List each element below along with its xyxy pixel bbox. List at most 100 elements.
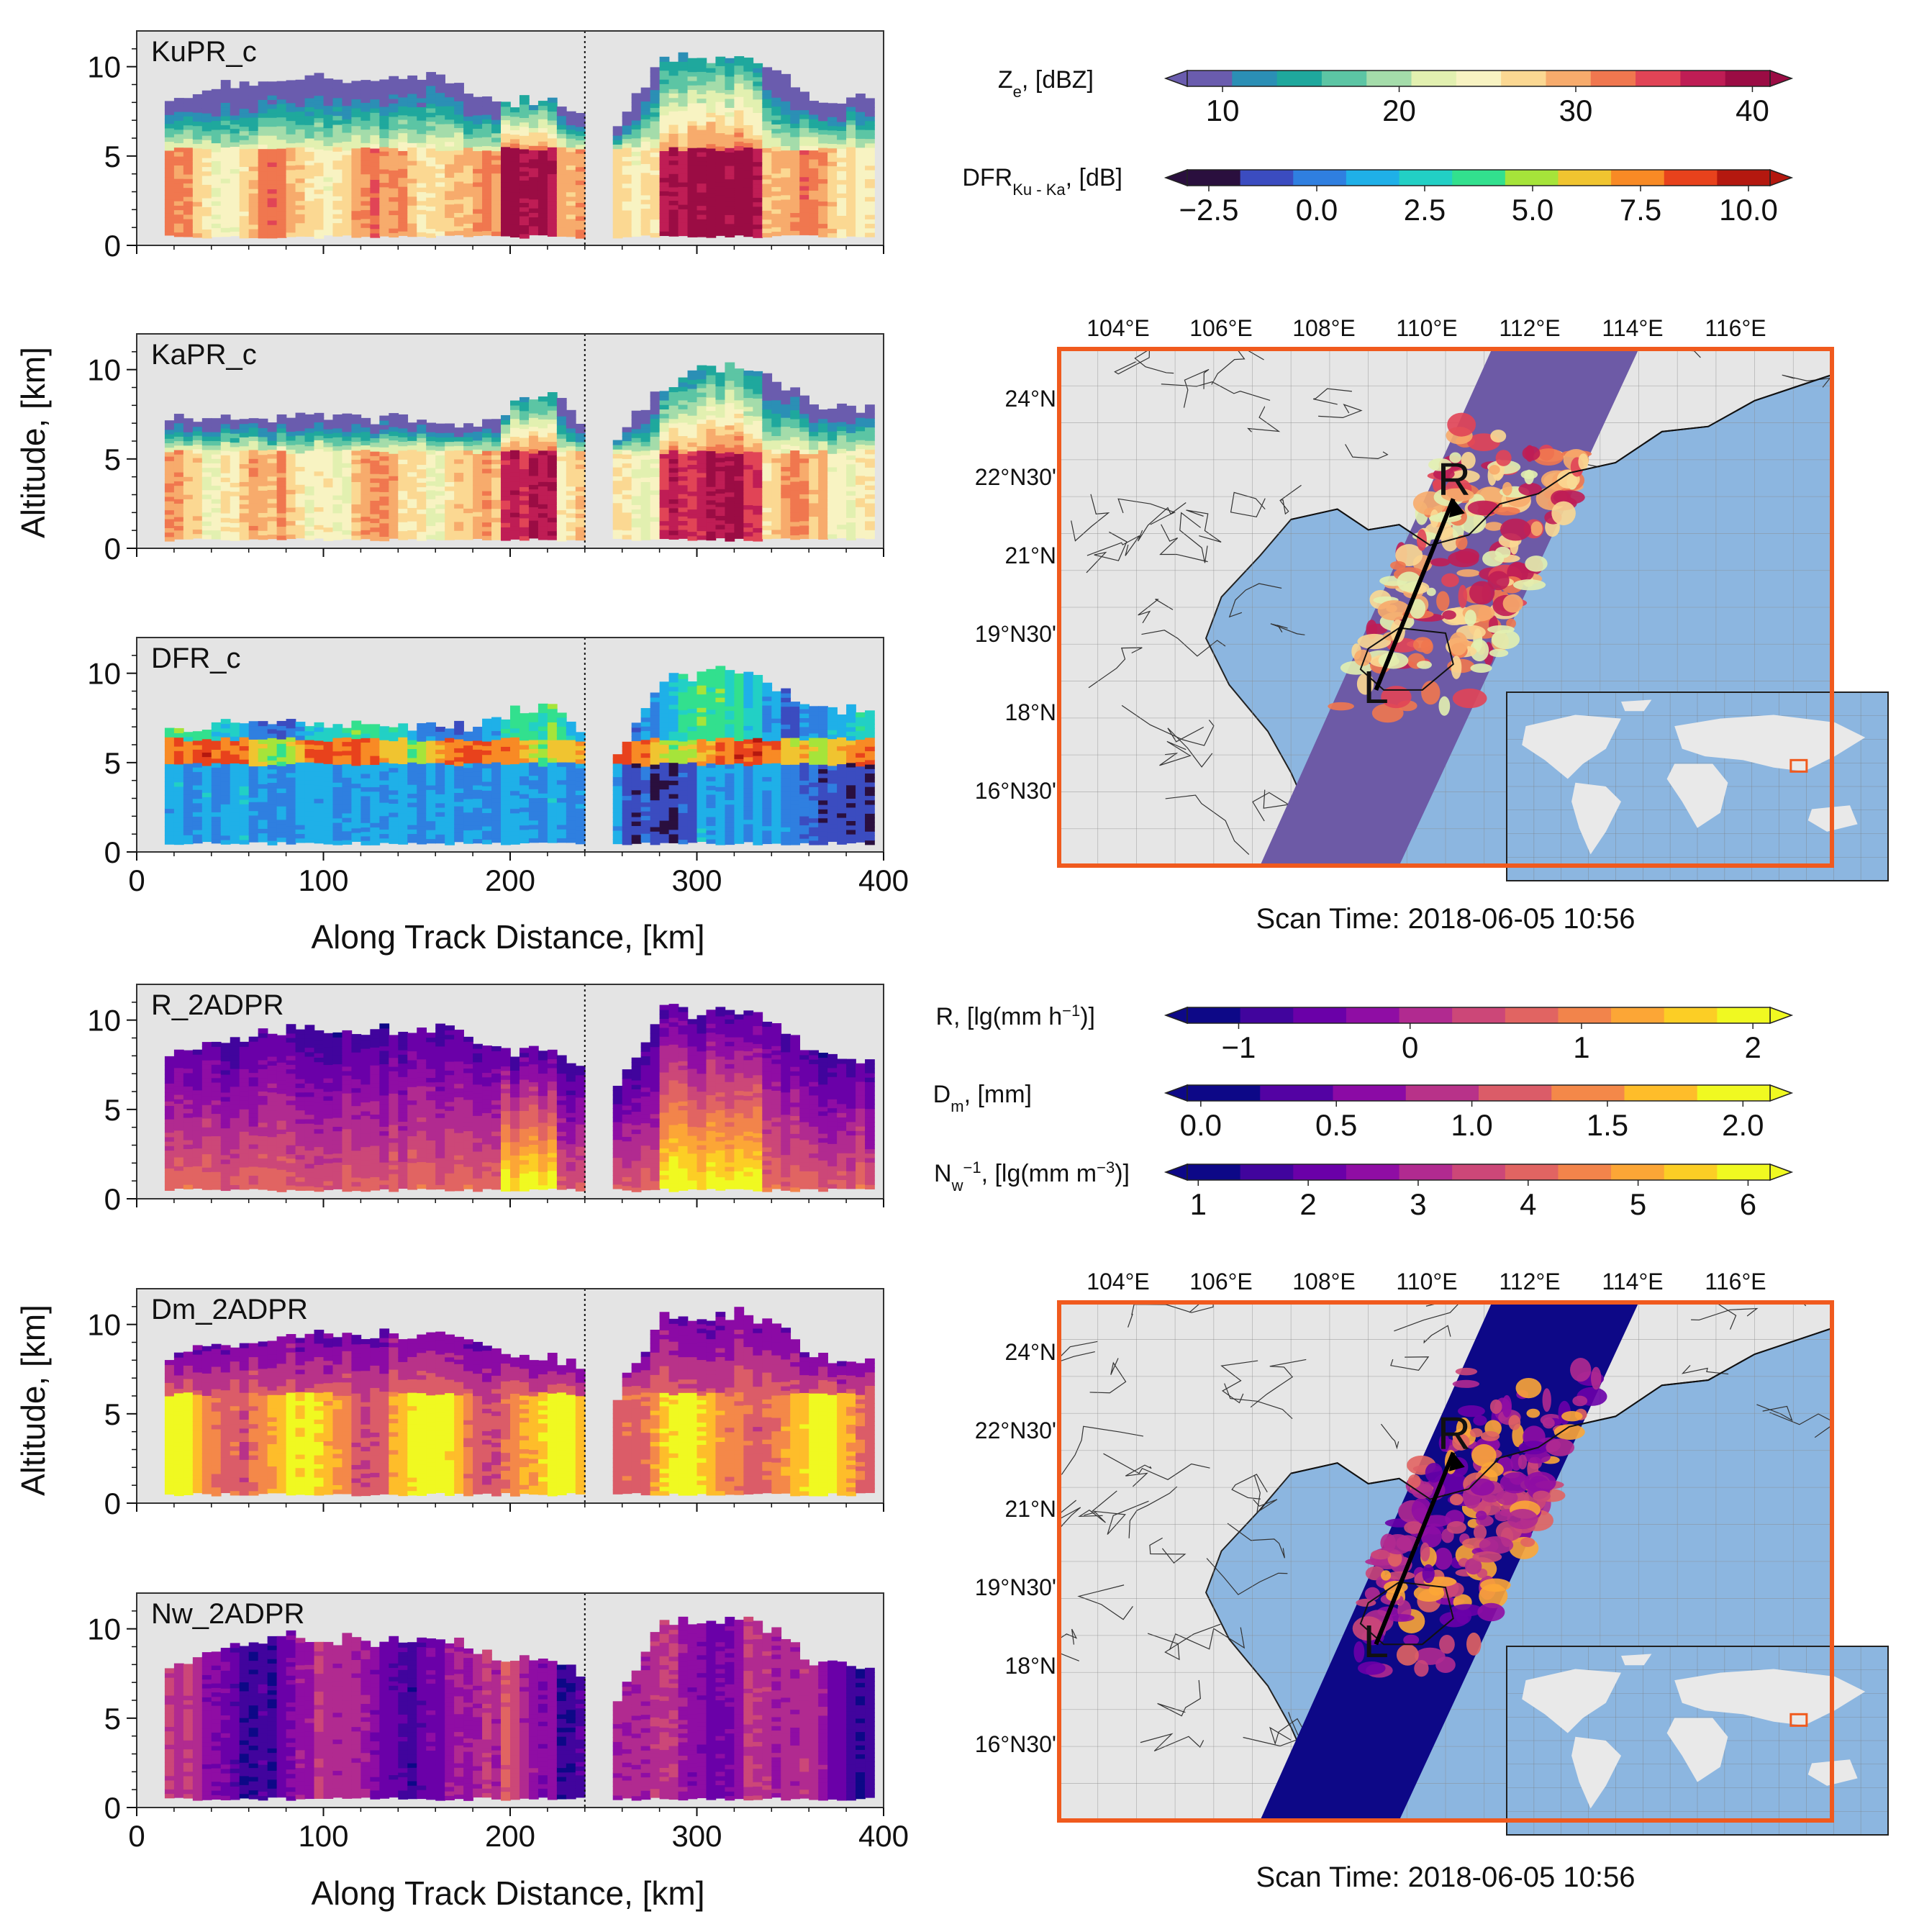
heatmap-cell xyxy=(566,530,576,536)
heatmap-cell xyxy=(640,419,651,425)
heatmap-cell xyxy=(389,219,399,225)
heatmap-cell xyxy=(743,93,754,99)
heatmap-cell xyxy=(771,529,782,535)
heatmap-cell xyxy=(537,436,548,442)
heatmap-cell xyxy=(659,96,670,102)
heatmap-cell xyxy=(258,494,268,500)
heatmap-cell xyxy=(417,200,427,206)
heatmap-cell xyxy=(537,225,548,231)
heatmap-cell xyxy=(753,121,763,127)
heatmap-cell xyxy=(173,507,184,513)
heatmap-cell xyxy=(510,409,520,415)
heatmap-cell xyxy=(201,738,212,744)
heatmap-cell xyxy=(379,227,390,232)
heatmap-cell xyxy=(650,467,661,473)
heatmap-cell xyxy=(482,119,492,124)
heatmap-cell xyxy=(556,527,567,533)
heatmap-cell xyxy=(566,227,576,233)
heatmap-cell xyxy=(753,465,763,471)
heatmap-cell xyxy=(640,212,651,218)
heatmap-cell xyxy=(827,206,838,212)
heatmap-cell xyxy=(528,168,539,173)
heatmap-cell xyxy=(351,214,362,220)
heatmap-cell xyxy=(519,202,530,208)
heatmap-cell xyxy=(631,93,642,99)
heatmap-cell xyxy=(445,508,455,514)
heatmap-cell xyxy=(379,115,390,121)
heatmap-cell xyxy=(248,752,259,758)
heatmap-cell xyxy=(398,526,409,532)
heatmap-cell xyxy=(566,209,576,215)
heatmap-cell xyxy=(230,460,240,466)
heatmap-cell xyxy=(697,517,707,522)
heatmap-cell xyxy=(640,486,651,491)
heatmap-cell xyxy=(248,797,259,802)
heatmap-cell xyxy=(295,160,306,165)
heatmap-cell xyxy=(715,78,726,84)
heatmap-cell xyxy=(622,178,632,184)
heatmap-cell xyxy=(715,96,726,102)
heatmap-cell xyxy=(762,484,773,490)
heatmap-cell xyxy=(547,196,558,201)
heatmap-cell xyxy=(183,129,194,135)
heatmap-cell xyxy=(473,146,483,152)
heatmap-cell xyxy=(463,481,473,486)
heatmap-cell xyxy=(687,120,698,126)
heatmap-cell xyxy=(762,148,773,153)
heatmap-cell xyxy=(220,750,231,756)
heatmap-cell xyxy=(725,98,735,104)
heatmap-cell xyxy=(668,218,679,224)
heatmap-cell xyxy=(668,534,679,540)
heatmap-cell xyxy=(192,838,203,844)
heatmap-cell xyxy=(837,435,847,440)
heatmap-cell xyxy=(725,411,735,417)
heatmap-cell xyxy=(304,115,315,121)
heatmap-cell xyxy=(650,148,661,153)
heatmap-cell xyxy=(650,445,661,450)
heatmap-cell xyxy=(640,114,651,119)
heatmap-cell xyxy=(510,436,520,442)
heatmap-cell xyxy=(351,450,362,455)
heatmap-cell xyxy=(865,196,875,202)
heatmap-cell xyxy=(239,821,250,827)
heatmap-cell xyxy=(201,449,212,455)
heatmap-cell xyxy=(304,512,315,518)
heatmap-cell xyxy=(510,418,520,424)
heatmap-cell xyxy=(725,483,735,489)
heatmap-cell xyxy=(640,163,651,169)
heatmap-cell xyxy=(454,185,464,191)
heatmap-cell xyxy=(286,138,296,144)
heatmap-cell xyxy=(771,132,782,138)
heatmap-cell xyxy=(230,164,240,170)
heatmap-cell xyxy=(556,491,567,497)
heatmap-cell xyxy=(771,164,782,170)
heatmap-cell xyxy=(612,511,623,517)
heatmap-cell xyxy=(230,522,240,528)
heatmap-cell xyxy=(379,486,390,492)
heatmap-cell xyxy=(239,215,250,221)
heatmap-cell xyxy=(753,210,763,216)
heatmap-cell xyxy=(239,450,250,455)
heatmap-cell xyxy=(566,173,576,179)
heatmap-cell xyxy=(631,97,642,103)
heatmap-cell xyxy=(351,526,362,532)
heatmap-cell xyxy=(612,453,623,459)
heatmap-cell xyxy=(463,218,473,224)
heatmap-cell xyxy=(781,426,791,432)
heatmap-cell xyxy=(398,427,409,433)
heatmap-cell xyxy=(706,148,717,153)
heatmap-cell xyxy=(323,168,334,173)
heatmap-cell xyxy=(211,116,222,122)
heatmap-cell xyxy=(566,490,576,496)
heatmap-cell xyxy=(622,458,632,464)
heatmap-cell xyxy=(491,499,502,505)
heatmap-cell xyxy=(417,191,427,197)
heatmap-cell xyxy=(537,450,548,455)
heatmap-cell xyxy=(323,522,334,528)
heatmap-cell xyxy=(519,455,530,461)
heatmap-cell xyxy=(799,507,809,512)
heatmap-cell xyxy=(809,431,819,437)
heatmap-cell xyxy=(519,193,530,199)
heatmap-cell xyxy=(183,418,194,424)
